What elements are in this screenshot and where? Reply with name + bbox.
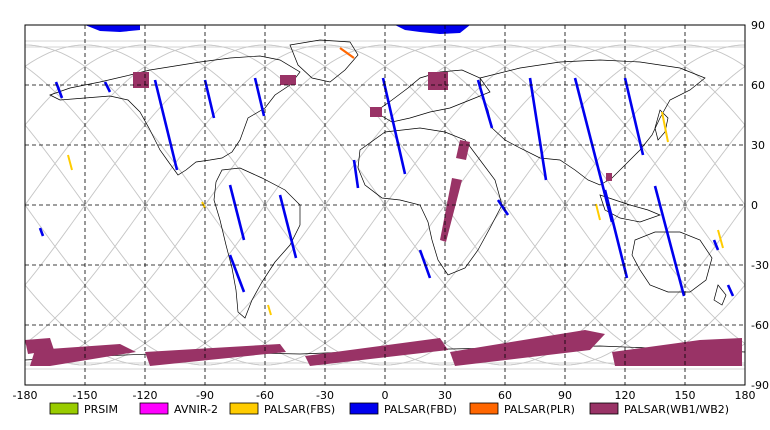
wb-strip <box>305 338 448 366</box>
greenland-coast <box>289 39 359 83</box>
legend-label: PALSAR(FBS) <box>264 403 335 416</box>
wb-block <box>370 107 382 117</box>
legend: PRSIM AVNIR-2 PALSAR(FBS) PALSAR(FBD) PALSAR… <box>49 402 729 416</box>
legend-item: AVNIR-2 <box>139 402 218 416</box>
wb-strip <box>450 330 605 366</box>
fbd-strip <box>623 77 645 156</box>
y-tick-label: 0 <box>751 199 758 212</box>
legend-swatch <box>229 402 259 415</box>
legend-label: PALSAR(PLR) <box>504 403 575 416</box>
legend-item: PRSIM <box>49 402 118 416</box>
palsar-fbs-strips <box>67 111 724 316</box>
fbd-strip <box>476 79 494 129</box>
fbs-strip <box>67 154 73 171</box>
north-america-coast <box>49 55 301 176</box>
legend-item: PALSAR(WB1/WB2) <box>589 402 729 416</box>
wb-strip <box>440 178 462 242</box>
y-tick-label: -90 <box>751 379 769 392</box>
x-tick-label: -150 <box>73 389 98 402</box>
fbd-strip <box>203 79 216 119</box>
fbd-strip <box>153 79 179 171</box>
x-tick-label: -180 <box>13 389 38 402</box>
fbd-strip <box>653 185 686 297</box>
x-tick-label: -90 <box>196 389 214 402</box>
fbs-strip <box>661 111 669 143</box>
grid-lines <box>25 25 745 385</box>
y-tick-label: 30 <box>751 139 765 152</box>
plr-strip <box>339 47 355 59</box>
plot-frame <box>24 24 746 386</box>
x-tick-label: 120 <box>615 389 636 402</box>
legend-swatch <box>139 402 169 415</box>
new-zealand-coast <box>713 284 727 306</box>
europe-coast <box>374 69 491 123</box>
legend-swatch <box>589 402 619 415</box>
legend-item: PALSAR(FBS) <box>229 402 335 416</box>
legend-label: PALSAR(WB1/WB2) <box>624 403 729 416</box>
australia-coast <box>631 231 713 293</box>
africa-coast <box>357 127 503 276</box>
x-tick-label: 180 <box>735 389 756 402</box>
wb-block <box>606 173 612 181</box>
legend-label: PALSAR(FBD) <box>384 403 457 416</box>
palsar-plr-strips <box>339 47 355 59</box>
legend-label: AVNIR-2 <box>174 403 218 416</box>
x-tick-label: 30 <box>438 389 452 402</box>
wb-block <box>133 72 149 88</box>
x-tick-label: 150 <box>675 389 696 402</box>
legend-swatch <box>49 402 79 415</box>
fbd-strip <box>528 77 548 181</box>
y-tick-label: -60 <box>751 319 769 332</box>
fbd-strip <box>381 77 407 175</box>
x-tick-label: -60 <box>256 389 274 402</box>
y-tick-label: 90 <box>751 19 765 32</box>
fbd-strip <box>228 184 246 241</box>
y-tick-label: -30 <box>751 259 769 272</box>
fbs-strip <box>717 229 724 249</box>
wb-strip <box>145 344 286 366</box>
y-tick-label: 60 <box>751 79 765 92</box>
x-tick-label: -30 <box>316 389 334 402</box>
legend-label: PRSIM <box>84 403 118 416</box>
x-tick-label: 0 <box>382 389 389 402</box>
fbd-strip <box>726 284 735 297</box>
fbs-strip <box>267 304 272 316</box>
fbd-strip <box>496 199 510 216</box>
fbd-strip <box>103 81 112 93</box>
fbd-strip <box>352 159 360 189</box>
japan-coast <box>654 109 669 141</box>
legend-swatch <box>469 402 499 415</box>
legend-swatch <box>349 402 379 415</box>
y-axis-ticks: 90 60 30 0 -30 -60 -90 <box>751 19 769 392</box>
wb-block <box>280 75 296 85</box>
palsar-fbd-strips <box>38 77 735 297</box>
fbd-strip <box>712 239 720 251</box>
palsar-wb-strips <box>25 72 742 366</box>
fbd-strip <box>228 254 246 293</box>
fbs-strip <box>595 203 601 221</box>
legend-item: PALSAR(PLR) <box>469 402 575 416</box>
wb-strip <box>612 338 742 366</box>
fbd-strip <box>418 249 432 279</box>
fbd-strip <box>278 194 298 259</box>
x-axis-ticks: -180 -150 -120 -90 -60 -30 0 30 60 90 120 150 180 <box>13 389 756 402</box>
legend-item: PALSAR(FBD) <box>349 402 457 416</box>
x-tick-label: 60 <box>498 389 512 402</box>
palsar-fbd-polar-coverage <box>85 25 470 34</box>
x-tick-label: 90 <box>558 389 572 402</box>
wb-strip <box>30 344 136 366</box>
fbd-strip <box>38 227 45 237</box>
wb-block <box>428 72 448 90</box>
fbd-strip <box>253 77 266 117</box>
x-tick-label: -120 <box>133 389 158 402</box>
south-america-coast <box>213 167 301 319</box>
